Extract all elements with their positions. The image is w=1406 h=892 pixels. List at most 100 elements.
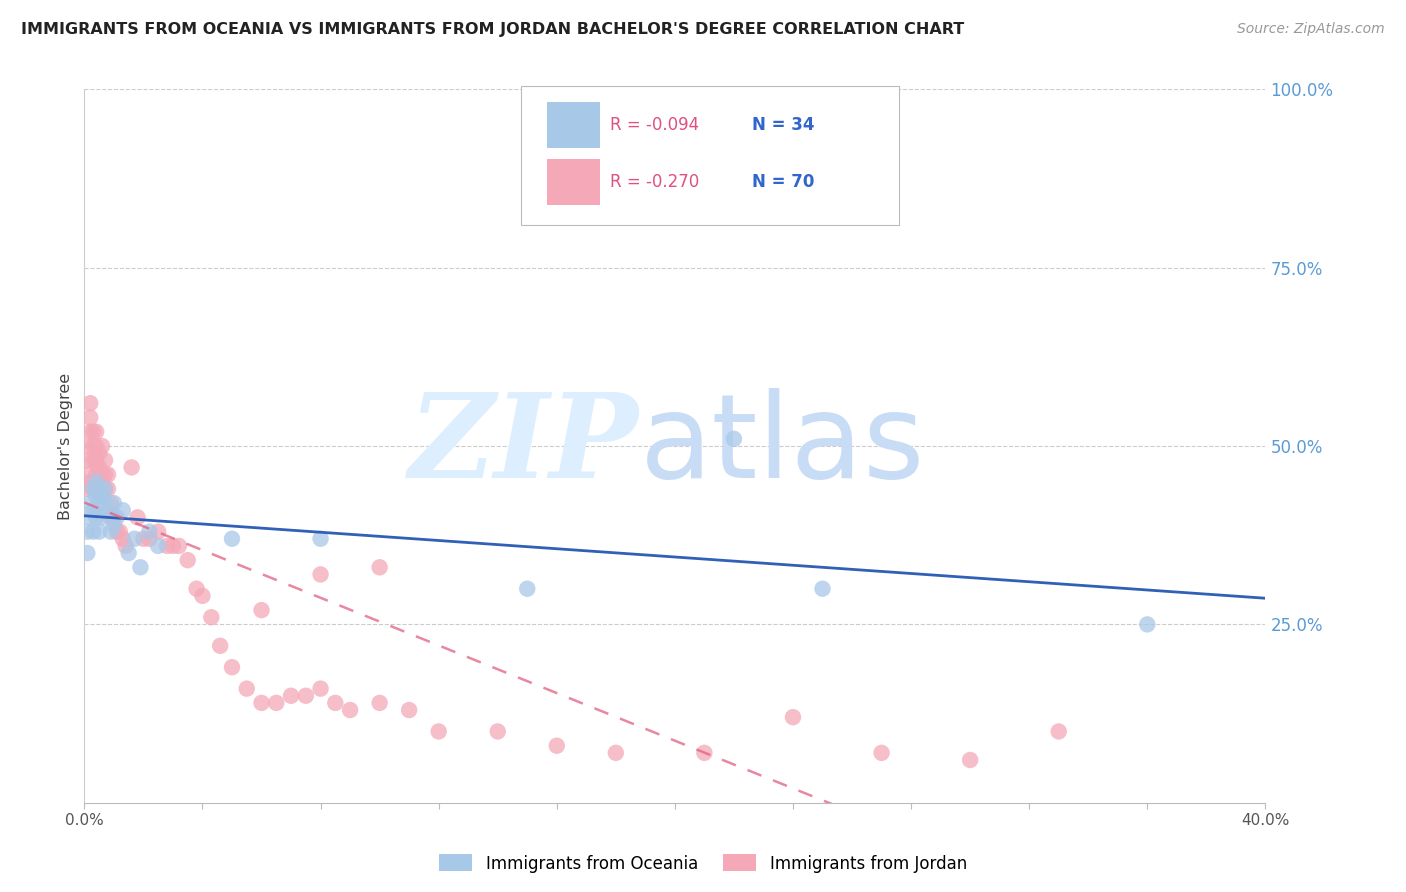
Point [94,496,117,510]
Point [108,524,131,539]
Text: R = -0.270: R = -0.270 [610,173,699,191]
Legend: Immigrants from Oceania, Immigrants from Jordan: Immigrants from Oceania, Immigrants from… [433,847,973,880]
Point [100,510,122,524]
Point [76,482,98,496]
Point [76,524,98,539]
Point [167,539,190,553]
Point [91,510,114,524]
Point [309,681,332,696]
Point [97,482,120,496]
Point [89,524,111,539]
Point [427,724,450,739]
Point [111,532,134,546]
Point [250,603,273,617]
Text: N = 70: N = 70 [752,173,814,191]
Point [84,425,107,439]
Point [546,739,568,753]
Text: atlas: atlas [640,389,925,503]
Point [186,582,208,596]
Point [295,689,318,703]
Point [811,582,834,596]
Point [138,532,160,546]
Point [870,746,893,760]
Point [118,546,141,560]
Text: R = -0.094: R = -0.094 [610,116,699,134]
Point [82,482,104,496]
Point [693,746,716,760]
Point [82,425,104,439]
Point [89,482,111,496]
Point [129,560,152,574]
Point [221,532,243,546]
Point [103,517,125,532]
Point [221,660,243,674]
Point [89,446,111,460]
Point [91,439,114,453]
Point [103,510,125,524]
Point [82,503,104,517]
Point [84,439,107,453]
Point [105,524,128,539]
Point [200,610,222,624]
Point [782,710,804,724]
Point [91,467,114,482]
Text: IMMIGRANTS FROM OCEANIA VS IMMIGRANTS FROM JORDAN BACHELOR'S DEGREE CORRELATION : IMMIGRANTS FROM OCEANIA VS IMMIGRANTS FR… [21,22,965,37]
Point [84,475,107,489]
Point [89,482,111,496]
Point [309,567,332,582]
Point [368,696,391,710]
Point [1047,724,1070,739]
Point [111,503,134,517]
Point [127,510,149,524]
Point [79,510,101,524]
Point [236,681,259,696]
Point [162,539,184,553]
Point [132,532,155,546]
Point [84,489,107,503]
Point [309,532,332,546]
Point [148,539,170,553]
Point [105,510,128,524]
Point [97,467,120,482]
Point [191,589,214,603]
Point [177,553,200,567]
Point [89,460,111,475]
Point [84,453,107,467]
Point [100,524,122,539]
Point [368,560,391,574]
Point [82,524,104,539]
Point [91,489,114,503]
Point [94,482,117,496]
Point [84,510,107,524]
Point [148,524,170,539]
Point [82,439,104,453]
Bar [547,159,600,205]
Point [138,524,160,539]
Point [339,703,361,717]
Point [486,724,509,739]
Point [959,753,981,767]
Point [79,425,101,439]
Point [94,453,117,467]
Point [1136,617,1159,632]
Point [209,639,232,653]
Point [91,489,114,503]
Point [84,467,107,482]
Text: ZIP: ZIP [409,389,640,503]
Point [103,496,125,510]
Text: N = 34: N = 34 [752,116,814,134]
Point [82,482,104,496]
Point [79,396,101,410]
Point [79,410,101,425]
Point [605,746,627,760]
Point [156,539,179,553]
Point [100,496,122,510]
FancyBboxPatch shape [522,86,900,225]
Point [79,475,101,489]
Point [323,696,347,710]
Point [280,689,302,703]
Point [76,453,98,467]
Point [398,703,420,717]
Point [94,467,117,482]
Text: Source: ZipAtlas.com: Source: ZipAtlas.com [1237,22,1385,37]
